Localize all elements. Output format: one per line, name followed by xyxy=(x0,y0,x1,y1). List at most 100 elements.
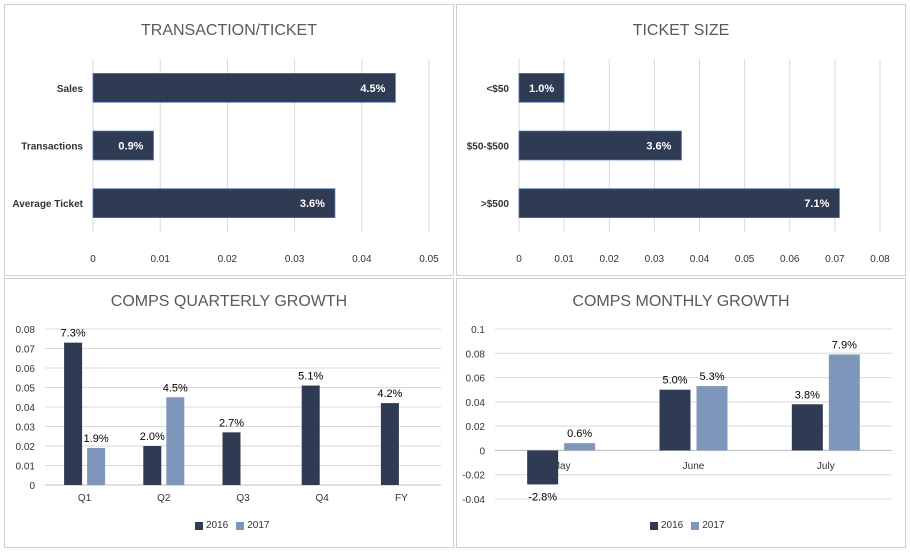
x-tick-label: Q1 xyxy=(78,493,92,504)
x-tick-label: June xyxy=(683,461,705,472)
legend-label: 2017 xyxy=(247,520,270,531)
x-tick-label: 0.06 xyxy=(780,254,800,265)
bar xyxy=(92,130,154,161)
x-tick-label: July xyxy=(817,461,835,472)
legend-item-2017: 2017 xyxy=(236,520,270,531)
chart-title: TICKET SIZE xyxy=(632,22,730,39)
bar xyxy=(92,188,336,218)
bar-2017 xyxy=(564,443,596,451)
x-tick-label: 0 xyxy=(90,254,96,265)
x-tick-label: 0.05 xyxy=(419,254,439,265)
chart-panel-comps-monthly: COMPS MONTHLY GROWTH -0.04 -0.02 0 0.02 0.04… xyxy=(456,278,906,548)
y-tick-label: 0.07 xyxy=(16,345,36,356)
bar-2016 xyxy=(143,446,162,485)
bar-2017 xyxy=(166,397,185,485)
y-tick-label: >$500 xyxy=(481,199,510,210)
y-tick-label: -0.04 xyxy=(462,495,485,506)
data-label: 5.1% xyxy=(298,371,323,383)
chart-title: COMPS QUARTERLY GROWTH xyxy=(110,293,348,310)
chart-panel-transaction-ticket: TRANSACTION/TICKET 0 0.01 0.02 0.03 0.04 0.05… xyxy=(4,4,454,276)
legend-item-2017: 2017 xyxy=(691,520,725,531)
x-tick-label: May xyxy=(552,461,571,472)
data-label: 2.7% xyxy=(219,417,244,429)
bar-2017 xyxy=(696,386,728,451)
y-tick-label: Sales xyxy=(57,84,84,95)
y-tick-label: 0.06 xyxy=(466,374,486,385)
x-tick-label: 0.02 xyxy=(600,254,620,265)
bar-2016 xyxy=(222,432,241,485)
y-tick-label: 0.04 xyxy=(16,403,36,414)
data-label: 3.6% xyxy=(646,141,671,153)
chart-panel-ticket-size: TICKET SIZE 0 0.01 0.02 0.03 0.04 0.05 0.06 0.0… xyxy=(456,4,906,276)
x-tick-label: 0.04 xyxy=(352,254,372,265)
bar-2016 xyxy=(64,342,83,485)
chart-title: TRANSACTION/TICKET xyxy=(140,22,317,39)
bar-2016 xyxy=(659,389,691,451)
x-tick-label: 0.04 xyxy=(690,254,710,265)
data-label: 7.1% xyxy=(804,198,829,210)
data-label: -2.8% xyxy=(528,491,557,503)
y-tick-label: 0.1 xyxy=(471,325,485,336)
bar-2016 xyxy=(791,404,823,451)
x-tick-label: 0.05 xyxy=(735,254,755,265)
y-tick-label: Average Ticket xyxy=(12,199,83,210)
bar-2016 xyxy=(527,450,559,485)
chart-transaction-ticket: 0 0.01 0.02 0.03 0.04 0.05 Sales 4.5% Transactio… xyxy=(12,59,439,265)
data-label: 4.5% xyxy=(163,382,188,394)
x-tick-label: 0.02 xyxy=(218,254,238,265)
bar xyxy=(518,130,682,161)
data-label: 1.9% xyxy=(84,433,109,445)
y-tick-label: 0.01 xyxy=(16,462,36,473)
x-tick-label: FY xyxy=(395,493,408,504)
data-label: 7.9% xyxy=(832,340,857,352)
chart-ticket-size: 0 0.01 0.02 0.03 0.04 0.05 0.06 0.07 0.08 <$50 1.0… xyxy=(467,59,890,265)
data-label: 0.9% xyxy=(118,141,143,153)
bar xyxy=(518,188,840,218)
chart-panel-comps-quarterly: COMPS QUARTERLY GROWTH 0 0.01 0.02 0.03 0.04… xyxy=(4,278,454,548)
x-tick-label: 0.07 xyxy=(825,254,845,265)
y-tick-label: 0 xyxy=(29,481,35,492)
y-tick-label: <$50 xyxy=(486,84,509,95)
y-tick-label: 0.02 xyxy=(16,442,36,453)
data-label: 4.5% xyxy=(360,83,385,95)
legend-swatch-2016 xyxy=(650,521,658,530)
data-label: 5.3% xyxy=(699,371,724,383)
legend: 2016 2017 xyxy=(650,520,725,531)
legend-item-2016: 2016 xyxy=(195,520,228,531)
legend-swatch-2017 xyxy=(236,521,245,530)
x-tick-label: 0.01 xyxy=(554,254,574,265)
legend-swatch-2016 xyxy=(195,521,203,530)
data-label: 4.2% xyxy=(377,388,402,400)
bar-2017 xyxy=(87,447,106,485)
chart-comps-monthly: -0.04 -0.02 0 0.02 0.04 0.06 0.08 0.1 May -2.8% 0.… xyxy=(462,325,892,506)
x-tick-label: 0.03 xyxy=(645,254,665,265)
y-tick-label: $50-$500 xyxy=(467,142,510,153)
data-label: 3.6% xyxy=(300,198,325,210)
y-tick-label: Transactions xyxy=(21,142,83,153)
data-label: 0.6% xyxy=(567,428,592,440)
y-tick-label: 0.06 xyxy=(16,364,36,375)
bar xyxy=(518,73,565,103)
x-tick-label: Q3 xyxy=(236,493,250,504)
legend-label: 2017 xyxy=(702,520,725,531)
legend: 2016 2017 xyxy=(195,520,270,531)
legend-label: 2016 xyxy=(206,520,229,531)
y-tick-label: 0.08 xyxy=(16,325,36,336)
y-tick-label: 0.08 xyxy=(466,349,486,360)
x-tick-label: Q4 xyxy=(316,493,330,504)
data-label: 2.0% xyxy=(140,431,165,443)
chart-title: COMPS MONTHLY GROWTH xyxy=(572,293,790,310)
data-label: 3.8% xyxy=(795,389,820,401)
bar-2016 xyxy=(301,385,320,485)
legend-item-2016: 2016 xyxy=(650,520,683,531)
legend-label: 2016 xyxy=(661,520,684,531)
x-tick-label: Q2 xyxy=(157,493,171,504)
x-tick-label: 0.01 xyxy=(150,254,170,265)
bar-2017 xyxy=(828,354,860,451)
y-tick-label: 0.05 xyxy=(16,384,36,395)
y-tick-label: 0.02 xyxy=(466,422,486,433)
chart-comps-quarterly: 0 0.01 0.02 0.03 0.04 0.05 0.06 0.07 0.08 Q1 7.3% 1… xyxy=(16,325,441,504)
data-label: 5.0% xyxy=(662,375,687,387)
x-tick-label: 0.08 xyxy=(870,254,890,265)
data-label: 1.0% xyxy=(529,83,554,95)
